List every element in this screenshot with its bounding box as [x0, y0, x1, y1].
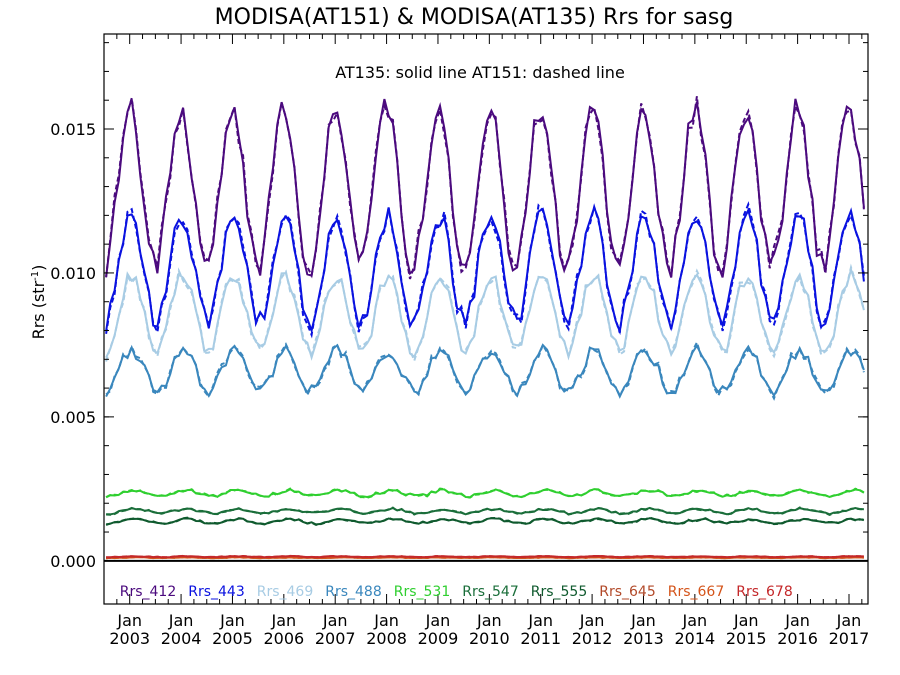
legend-entry-rrs-443: Rrs_443	[188, 584, 245, 600]
x-tick-label-year: 2007	[315, 629, 356, 648]
x-tick-label-month: Jan	[682, 611, 708, 630]
x-tick-label-year: 2010	[469, 629, 510, 648]
x-tick-label-year: 2013	[623, 629, 664, 648]
y-axis-label: Rrs (str-1)	[29, 265, 48, 340]
x-tick-label-year: 2011	[520, 629, 561, 648]
x-tick-label-year: 2014	[674, 629, 715, 648]
series-line-solid-rrs-547	[106, 506, 864, 516]
x-tick-label-month: Jan	[270, 611, 296, 630]
x-tick-label-year: 2003	[109, 629, 150, 648]
series-line-solid-rrs-555	[105, 517, 865, 526]
x-tick-label-month: Jan	[733, 611, 759, 630]
line-style-annotation: AT135: solid line AT151: dashed line	[335, 63, 625, 82]
y-axis-label-sup: -1	[30, 271, 41, 281]
x-tick-label-month: Jan	[322, 611, 348, 630]
legend-entry-rrs-412: Rrs_412	[120, 584, 177, 600]
x-tick-label-month: Jan	[527, 611, 553, 630]
x-tick-label-month: Jan	[476, 611, 502, 630]
y-axis-label-close: )	[29, 265, 48, 271]
x-tick-label-year: 2017	[829, 629, 870, 648]
x-tick-label-month: Jan	[168, 611, 194, 630]
series-line-solid-rrs-412	[105, 98, 865, 278]
legend-entry-rrs-547: Rrs_547	[462, 584, 519, 600]
plot-border	[103, 33, 869, 605]
y-tick-label: 0.010	[50, 264, 96, 283]
x-tick-label-month: Jan	[373, 611, 399, 630]
series-line-solid-rrs-678	[106, 554, 864, 559]
series-line-solid-rrs-531	[105, 487, 865, 499]
legend-entry-rrs-488: Rrs_488	[325, 584, 382, 600]
legend-entry-rrs-667: Rrs_667	[668, 584, 725, 600]
x-tick-label-month: Jan	[836, 611, 862, 630]
x-tick-label-month: Jan	[425, 611, 451, 630]
series-line-dashed-rrs-469	[105, 263, 865, 364]
x-tick-label-month: Jan	[579, 611, 605, 630]
x-tick-label-year: 2015	[726, 629, 767, 648]
y-tick-label: 0.005	[50, 408, 96, 427]
x-tick-label-month: Jan	[116, 611, 142, 630]
plot-frame	[103, 33, 869, 605]
x-tick-label-year: 2008	[366, 629, 407, 648]
series-group	[105, 96, 865, 560]
x-tick-label-year: 2006	[263, 629, 304, 648]
x-tick-label-month: Jan	[219, 611, 245, 630]
x-tick-label-year: 2005	[212, 629, 253, 648]
series-line-solid-rrs-469	[105, 265, 865, 361]
x-tick-label-year: 2016	[777, 629, 818, 648]
x-tick-label-year: 2009	[418, 629, 459, 648]
x-tick-label-year: 2004	[161, 629, 202, 648]
x-tick-label-year: 2012	[572, 629, 613, 648]
legend-entry-rrs-645: Rrs_645	[599, 584, 656, 600]
chart-title: MODISA(AT151) & MODISA(AT135) Rrs for sa…	[215, 5, 734, 30]
legend: Rrs_412 Rrs_443 Rrs_469 Rrs_488 Rrs_531 Rrs_5…	[120, 584, 793, 600]
legend-entry-rrs-469: Rrs_469	[257, 584, 314, 600]
y-axis-label-main: Rrs (str	[29, 280, 48, 339]
legend-entry-rrs-678: Rrs_678	[736, 584, 793, 600]
series-line-solid-rrs-488	[105, 343, 865, 399]
legend-entry-rrs-531: Rrs_531	[394, 584, 451, 600]
series-line-solid-rrs-443	[105, 204, 865, 336]
x-tick-label-month: Jan	[784, 611, 810, 630]
y-tick-label: 0.000	[50, 552, 96, 571]
legend-entry-rrs-555: Rrs_555	[531, 584, 588, 600]
axes-group: 0.0000.0050.0100.015Jan2003Jan2004Jan200…	[50, 34, 869, 648]
x-tick-label-month: Jan	[630, 611, 656, 630]
y-tick-label: 0.015	[50, 120, 96, 139]
